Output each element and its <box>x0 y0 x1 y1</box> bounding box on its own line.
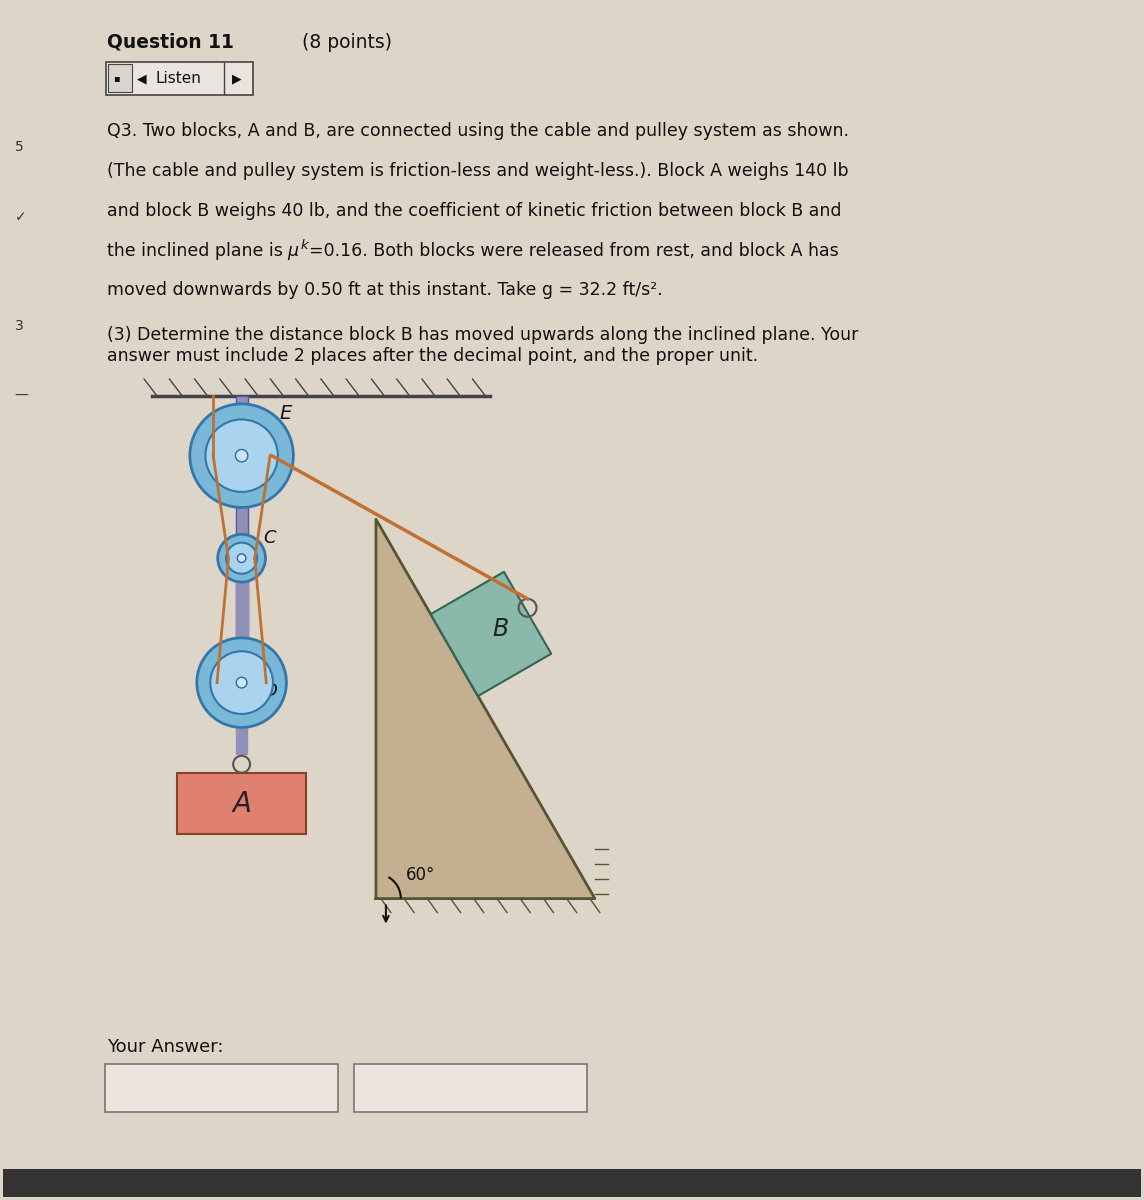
Bar <box>2 1169 1142 1198</box>
Circle shape <box>237 554 246 563</box>
Text: Q3. Two blocks, A and B, are connected using the cable and pulley system as show: Q3. Two blocks, A and B, are connected u… <box>108 122 849 140</box>
Text: k: k <box>301 239 309 252</box>
Text: 5: 5 <box>15 140 24 154</box>
Circle shape <box>237 677 247 688</box>
Text: 3: 3 <box>15 319 24 334</box>
Text: ◀: ◀ <box>137 72 146 85</box>
Text: =0.16. Both blocks were released from rest, and block A has: =0.16. Both blocks were released from re… <box>309 241 839 259</box>
FancyBboxPatch shape <box>109 65 133 92</box>
Text: Your Answer:: Your Answer: <box>108 1038 224 1056</box>
Text: E: E <box>279 404 292 424</box>
Text: Listen: Listen <box>156 71 201 86</box>
Text: (The cable and pulley system is friction-less and weight-less.). Block A weighs : (The cable and pulley system is friction… <box>108 162 849 180</box>
Bar <box>236 396 247 644</box>
Polygon shape <box>376 520 595 899</box>
Circle shape <box>197 638 286 727</box>
Circle shape <box>217 534 265 582</box>
Text: and block B weighs 40 lb, and the coefficient of kinetic friction between block : and block B weighs 40 lb, and the coeffi… <box>108 202 842 220</box>
Text: Question 11: Question 11 <box>108 32 235 52</box>
Circle shape <box>236 450 248 462</box>
Circle shape <box>227 542 257 574</box>
Text: 60°: 60° <box>406 865 435 883</box>
Circle shape <box>190 404 293 508</box>
Text: B: B <box>493 617 509 641</box>
Text: moved downwards by 0.50 ft at this instant. Take g = 32.2 ft/s².: moved downwards by 0.50 ft at this insta… <box>108 282 662 300</box>
FancyBboxPatch shape <box>353 1064 587 1111</box>
Polygon shape <box>430 572 551 696</box>
Text: μ: μ <box>287 241 297 259</box>
Text: (8 points): (8 points) <box>296 32 392 52</box>
Text: ▶: ▶ <box>232 72 241 85</box>
Text: the inclined plane is: the inclined plane is <box>108 241 288 259</box>
Text: A: A <box>232 790 252 817</box>
Text: ✓: ✓ <box>15 210 26 223</box>
FancyBboxPatch shape <box>105 1064 339 1111</box>
Text: ▪: ▪ <box>113 73 120 84</box>
Bar <box>177 773 307 834</box>
FancyBboxPatch shape <box>106 61 253 95</box>
Circle shape <box>206 420 278 492</box>
Circle shape <box>210 652 273 714</box>
Text: C: C <box>263 529 276 547</box>
Text: D: D <box>263 682 277 700</box>
Text: (3) Determine the distance block B has moved upwards along the inclined plane. Y: (3) Determine the distance block B has m… <box>108 326 859 365</box>
Text: —: — <box>15 389 29 403</box>
